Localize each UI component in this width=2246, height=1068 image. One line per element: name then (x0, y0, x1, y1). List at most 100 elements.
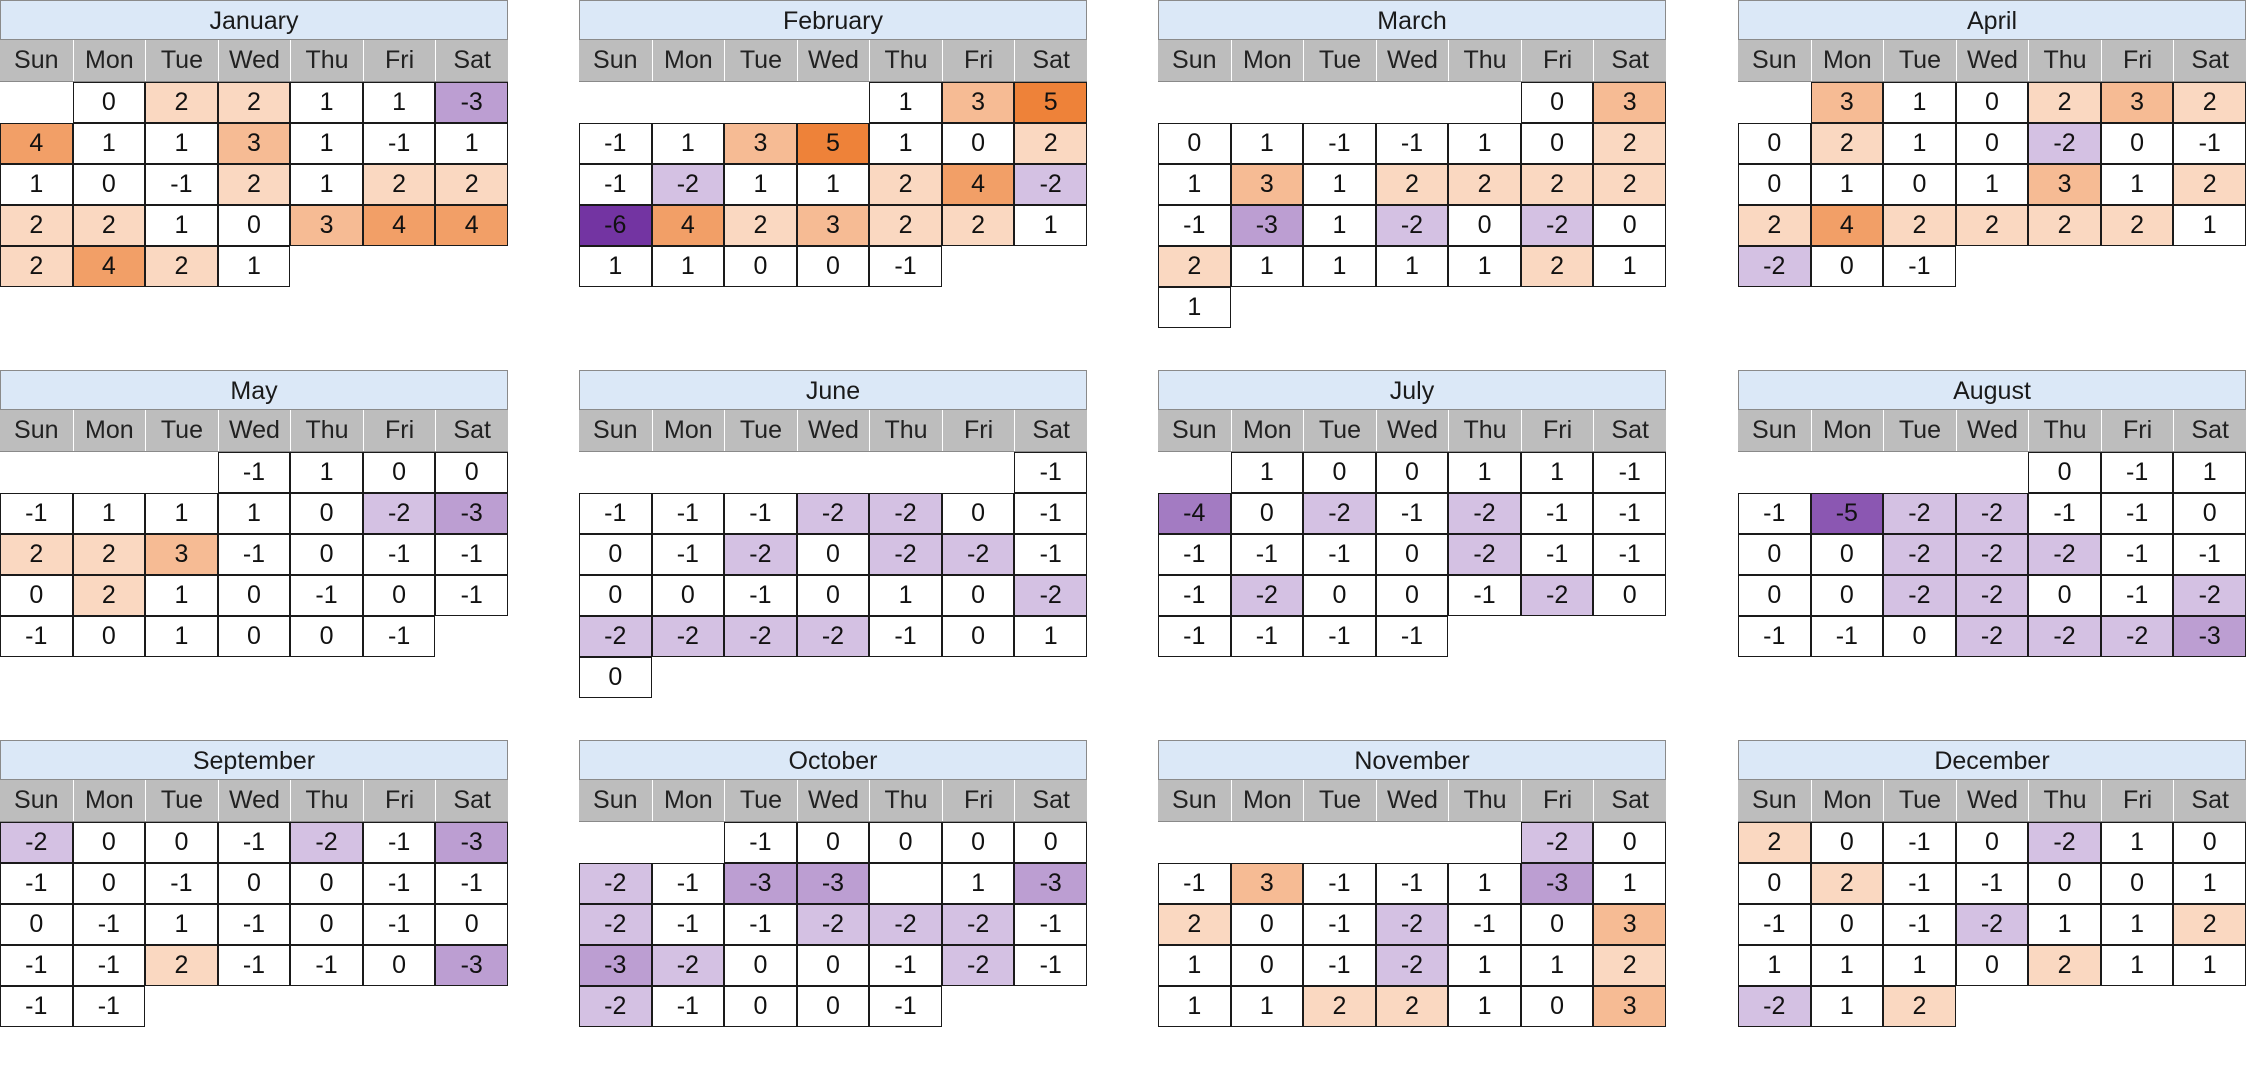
weekday-label: Wed (1375, 40, 1449, 81)
day-cell: 2 (1955, 205, 2029, 246)
day-cell: 2 (1883, 986, 1956, 1027)
day-cell: 1 (1303, 164, 1376, 205)
day-cell: -2 (1955, 616, 2029, 657)
weekday-label: Thu (1448, 40, 1521, 81)
day-cell: 1 (1448, 452, 1521, 493)
day-cell: 2 (72, 575, 146, 616)
weekday-header-row: Sun Mon Tue Wed Thu Fri Sat (1738, 40, 2246, 82)
weekday-header-row: Sun Mon Tue Wed Thu Fri Sat (579, 780, 1087, 822)
day-cell: 1 (2100, 945, 2174, 986)
day-cell: 0 (651, 575, 725, 616)
day-cell: -2 (651, 164, 725, 205)
day-cell: 1 (1448, 246, 1521, 287)
day-cell: 1 (1883, 123, 1956, 164)
day-cell: 0 (1448, 205, 1521, 246)
day-cell: 0 (2173, 822, 2246, 863)
day-grid: -1 1 0 0 -1 1 1 1 0 -2 -3 2 2 3 -1 0 -1 -1 0 2 1 0 -1 0 -1 -1 0 1 0 0… (0, 452, 508, 698)
day-cell: -2 (1520, 822, 1594, 863)
day-cell: 5 (796, 123, 870, 164)
day-cell: -1 (1303, 945, 1376, 986)
weekday-label: Thu (2028, 40, 2101, 81)
day-cell: 1 (1230, 452, 1304, 493)
day-cell: 0 (435, 452, 508, 493)
day-cell: 1 (2100, 822, 2174, 863)
month-september: September Sun Mon Tue Wed Thu Fri Sat -2 0 0 -1 -2 -1… (0, 740, 508, 1068)
day-cell: -2 (1738, 246, 1811, 287)
day-grid: -2 0 0 -1 -2 -1 -3 -1 0 -1 0 0 -1 -1 0 -1 1 -1 0 -1 0 -1 -1 2 -1… (0, 822, 508, 1068)
day-cell: -3 (1230, 205, 1304, 246)
day-cell: -2 (1520, 575, 1594, 616)
day-cell: 0 (1810, 904, 1884, 945)
day-cell: 0 (869, 822, 942, 863)
weekday-label: Sun (593, 416, 638, 444)
day-cell: -2 (1883, 493, 1956, 534)
day-cell: -1 (1883, 904, 1956, 945)
day-cell: 0 (217, 205, 291, 246)
day-cell: 0 (290, 534, 363, 575)
weekday-label: Tue (1883, 40, 1956, 81)
weekday-label: Sun (1752, 786, 1797, 814)
day-cell: -2 (796, 493, 870, 534)
day-cell: 0 (362, 575, 436, 616)
month-october: October Sun Mon Tue Wed Thu Fri Sat -1 0 0 0 0 -2 -1 -3… (579, 740, 1087, 1068)
day-cell: -1 (1448, 904, 1521, 945)
day-cell: 0 (941, 616, 1015, 657)
weekday-header-row: Sun Mon Tue Wed Thu Fri Sat (1158, 410, 1666, 452)
day-cell: 0 (1520, 123, 1594, 164)
day-cell: 0 (2028, 863, 2101, 904)
weekday-label: Wed (217, 780, 291, 821)
day-cell: 4 (1810, 205, 1884, 246)
day-cell: 2 (2028, 205, 2101, 246)
day-cell: -2 (1955, 493, 2029, 534)
day-cell: -1 (579, 123, 652, 164)
day-cell: 3 (217, 123, 291, 164)
day-cell: -3 (796, 863, 870, 904)
day-cell: 1 (145, 123, 218, 164)
day-cell: -1 (1883, 246, 1956, 287)
day-cell: -1 (1955, 863, 2029, 904)
day-cell: 0 (1520, 986, 1594, 1027)
day-cell: 0 (72, 82, 146, 123)
month-february: February Sun Mon Tue Wed Thu Fri Sat 1 3 5 -1 1 3 5 1 0 2… (579, 0, 1087, 328)
day-cell: 4 (941, 164, 1015, 205)
weekday-label: Sun (593, 786, 638, 814)
day-cell: -2 (941, 945, 1015, 986)
day-cell: 1 (145, 616, 218, 657)
weekday-label: Fri (941, 410, 1015, 451)
day-cell: 1 (1520, 452, 1594, 493)
month-title: September (0, 740, 508, 780)
weekday-label: Fri (362, 410, 436, 451)
weekday-label: Mon (1810, 40, 1884, 81)
day-cell: 1 (145, 575, 218, 616)
day-cell: -1 (1158, 575, 1231, 616)
weekday-label: Fri (362, 40, 436, 81)
day-cell: -3 (435, 82, 508, 123)
weekday-label: Tue (724, 40, 797, 81)
day-cell: 1 (1448, 986, 1521, 1027)
weekday-header-row: Sun Mon Tue Wed Thu Fri Sat (579, 410, 1087, 452)
day-cell: 2 (2100, 205, 2174, 246)
month-january: January Sun Mon Tue Wed Thu Fri Sat 0 2 2 1 1 -3 4 1 1 3 1… (0, 0, 508, 328)
day-cell: 1 (2100, 904, 2174, 945)
day-cell: -1 (724, 575, 797, 616)
weekday-label: Sat (435, 410, 508, 451)
weekday-label: Sat (1593, 40, 1666, 81)
weekday-label: Mon (1230, 40, 1304, 81)
day-cell: 4 (362, 205, 436, 246)
day-cell: 1 (1738, 945, 1811, 986)
day-cell: 1 (2173, 863, 2246, 904)
day-cell: 0 (1520, 82, 1594, 123)
day-cell (869, 863, 942, 904)
day-cell: 0 (1883, 164, 1956, 205)
weekday-header-row: Sun Mon Tue Wed Thu Fri Sat (0, 780, 508, 822)
weekday-label: Fri (1520, 40, 1594, 81)
day-cell: 0 (2028, 575, 2101, 616)
day-cell: 1 (1303, 246, 1376, 287)
day-cell: -1 (1303, 616, 1376, 657)
day-cell: 1 (2173, 452, 2246, 493)
day-cell: -1 (1593, 534, 1666, 575)
day-cell: 0 (796, 986, 870, 1027)
weekday-label: Tue (145, 780, 218, 821)
day-cell: 1 (1810, 164, 1884, 205)
weekday-label: Mon (651, 40, 725, 81)
